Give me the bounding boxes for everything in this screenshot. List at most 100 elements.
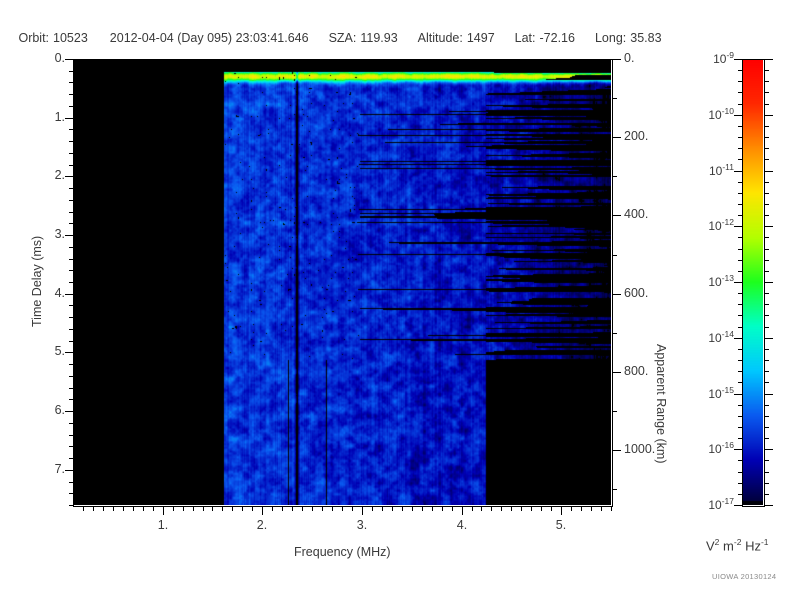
y2tick-label: 400. bbox=[624, 207, 649, 221]
axis-tick bbox=[69, 223, 73, 224]
colorbar-minor-tick bbox=[738, 438, 742, 439]
colorbar-minor-tick bbox=[738, 494, 742, 495]
colorbar-minor-tick bbox=[765, 249, 769, 250]
axis-tick bbox=[123, 507, 124, 511]
unit-v-exp: 2 bbox=[714, 537, 720, 547]
colorbar-minor-tick bbox=[765, 137, 769, 138]
colorbar-minor-tick bbox=[765, 371, 769, 372]
colorbar-minor-tick bbox=[738, 304, 742, 305]
datetime-value: 2012-04-04 (Day 095) 23:03:41.646 bbox=[109, 31, 309, 45]
colorbar-minor-tick bbox=[738, 237, 742, 238]
axis-tick bbox=[462, 507, 463, 515]
axis-tick bbox=[581, 507, 582, 511]
y2tick-label: 200. bbox=[624, 129, 649, 143]
axis-tick bbox=[613, 59, 621, 60]
axis-tick bbox=[65, 235, 73, 236]
colorbar-gradient bbox=[742, 59, 763, 505]
colorbar-minor-tick bbox=[738, 182, 742, 183]
colorbar-tick bbox=[765, 449, 773, 450]
altitude-value: 1497 bbox=[466, 31, 495, 45]
axis-tick bbox=[481, 507, 482, 511]
axis-tick bbox=[511, 507, 512, 511]
axis-tick bbox=[69, 423, 73, 424]
colorbar-minor-tick bbox=[738, 315, 742, 316]
xtick-label: 2. bbox=[256, 518, 268, 532]
axis-tick bbox=[69, 94, 73, 95]
orbit-label: Orbit: bbox=[18, 31, 50, 45]
colorbar-tick-label: 10-10 bbox=[708, 106, 734, 122]
y-axis-title: Time Delay (ms) bbox=[30, 235, 44, 327]
axis-tick bbox=[65, 59, 73, 60]
colorbar-tick bbox=[734, 505, 742, 506]
axis-tick bbox=[613, 411, 617, 412]
axis-tick bbox=[65, 352, 73, 353]
colorbar-minor-tick bbox=[738, 293, 742, 294]
y2tick-label: 0. bbox=[624, 51, 635, 65]
sza-field: SZA: 119.93 bbox=[329, 31, 398, 45]
colorbar-tick bbox=[734, 394, 742, 395]
axis-tick bbox=[69, 82, 73, 83]
axis-tick bbox=[69, 71, 73, 72]
axis-tick bbox=[613, 137, 621, 138]
colorbar-minor-tick bbox=[738, 193, 742, 194]
sza-label: SZA: bbox=[328, 31, 357, 45]
axis-tick bbox=[412, 507, 413, 511]
colorbar-minor-tick bbox=[765, 159, 769, 160]
colorbar-minor-tick bbox=[738, 148, 742, 149]
xtick-label: 3. bbox=[356, 518, 368, 532]
colorbar-minor-tick bbox=[738, 70, 742, 71]
colorbar-minor-tick bbox=[738, 260, 742, 261]
colorbar-minor-tick bbox=[738, 126, 742, 127]
colorbar-minor-tick bbox=[765, 215, 769, 216]
altitude-label: Altitude: bbox=[417, 31, 463, 45]
axis-tick bbox=[372, 507, 373, 511]
colorbar-minor-tick bbox=[765, 92, 769, 93]
colorbar-tick bbox=[734, 338, 742, 339]
colorbar-minor-tick bbox=[765, 427, 769, 428]
axis-tick bbox=[541, 507, 542, 511]
axis-tick bbox=[432, 507, 433, 511]
axis-tick bbox=[613, 176, 617, 177]
axis-tick bbox=[69, 282, 73, 283]
colorbar-tick bbox=[734, 449, 742, 450]
axis-tick bbox=[69, 399, 73, 400]
ytick-label: 6. bbox=[54, 403, 65, 417]
colorbar-tick bbox=[765, 505, 773, 506]
axis-tick bbox=[262, 507, 263, 515]
axis-tick bbox=[362, 507, 363, 515]
colorbar-tick bbox=[734, 282, 742, 283]
colorbar-minor-tick bbox=[765, 182, 769, 183]
y2tick-label: 600. bbox=[624, 286, 649, 300]
axis-tick bbox=[69, 482, 73, 483]
header-metadata: Orbit: 10523 2012-04-04 (Day 095) 23:03:4… bbox=[0, 31, 680, 45]
axis-tick bbox=[452, 507, 453, 511]
axis-tick bbox=[65, 176, 73, 177]
colorbar-tick bbox=[765, 171, 773, 172]
colorbar-minor-tick bbox=[738, 271, 742, 272]
colorbar-minor-tick bbox=[765, 81, 769, 82]
colorbar-unit-label: V2 m-2 Hz-1 bbox=[706, 537, 769, 553]
colorbar-minor-tick bbox=[765, 382, 769, 383]
xtick-label: 4. bbox=[456, 518, 468, 532]
colorbar-tick-label: 10-15 bbox=[708, 385, 734, 401]
axis-tick bbox=[193, 507, 194, 511]
lat-value: -72.16 bbox=[539, 31, 575, 45]
axis-tick bbox=[613, 489, 617, 490]
axis-tick bbox=[69, 188, 73, 189]
axis-tick bbox=[69, 364, 73, 365]
colorbar-tick-label: 10-13 bbox=[708, 273, 734, 289]
colorbar-minor-tick bbox=[738, 416, 742, 417]
colorbar-minor-tick bbox=[765, 271, 769, 272]
axis-tick bbox=[382, 507, 383, 511]
colorbar-minor-tick bbox=[738, 137, 742, 138]
axis-tick bbox=[521, 507, 522, 511]
axis-tick bbox=[613, 215, 621, 216]
colorbar-tick-label: 10-9 bbox=[713, 50, 734, 66]
unit-hz: Hz bbox=[745, 538, 761, 554]
colorbar-minor-tick bbox=[765, 204, 769, 205]
axis-tick bbox=[153, 507, 154, 511]
long-value: 35.83 bbox=[630, 31, 662, 45]
axis-tick bbox=[69, 106, 73, 107]
orbit-value: 10523 bbox=[53, 31, 88, 45]
colorbar-minor-tick bbox=[765, 460, 769, 461]
